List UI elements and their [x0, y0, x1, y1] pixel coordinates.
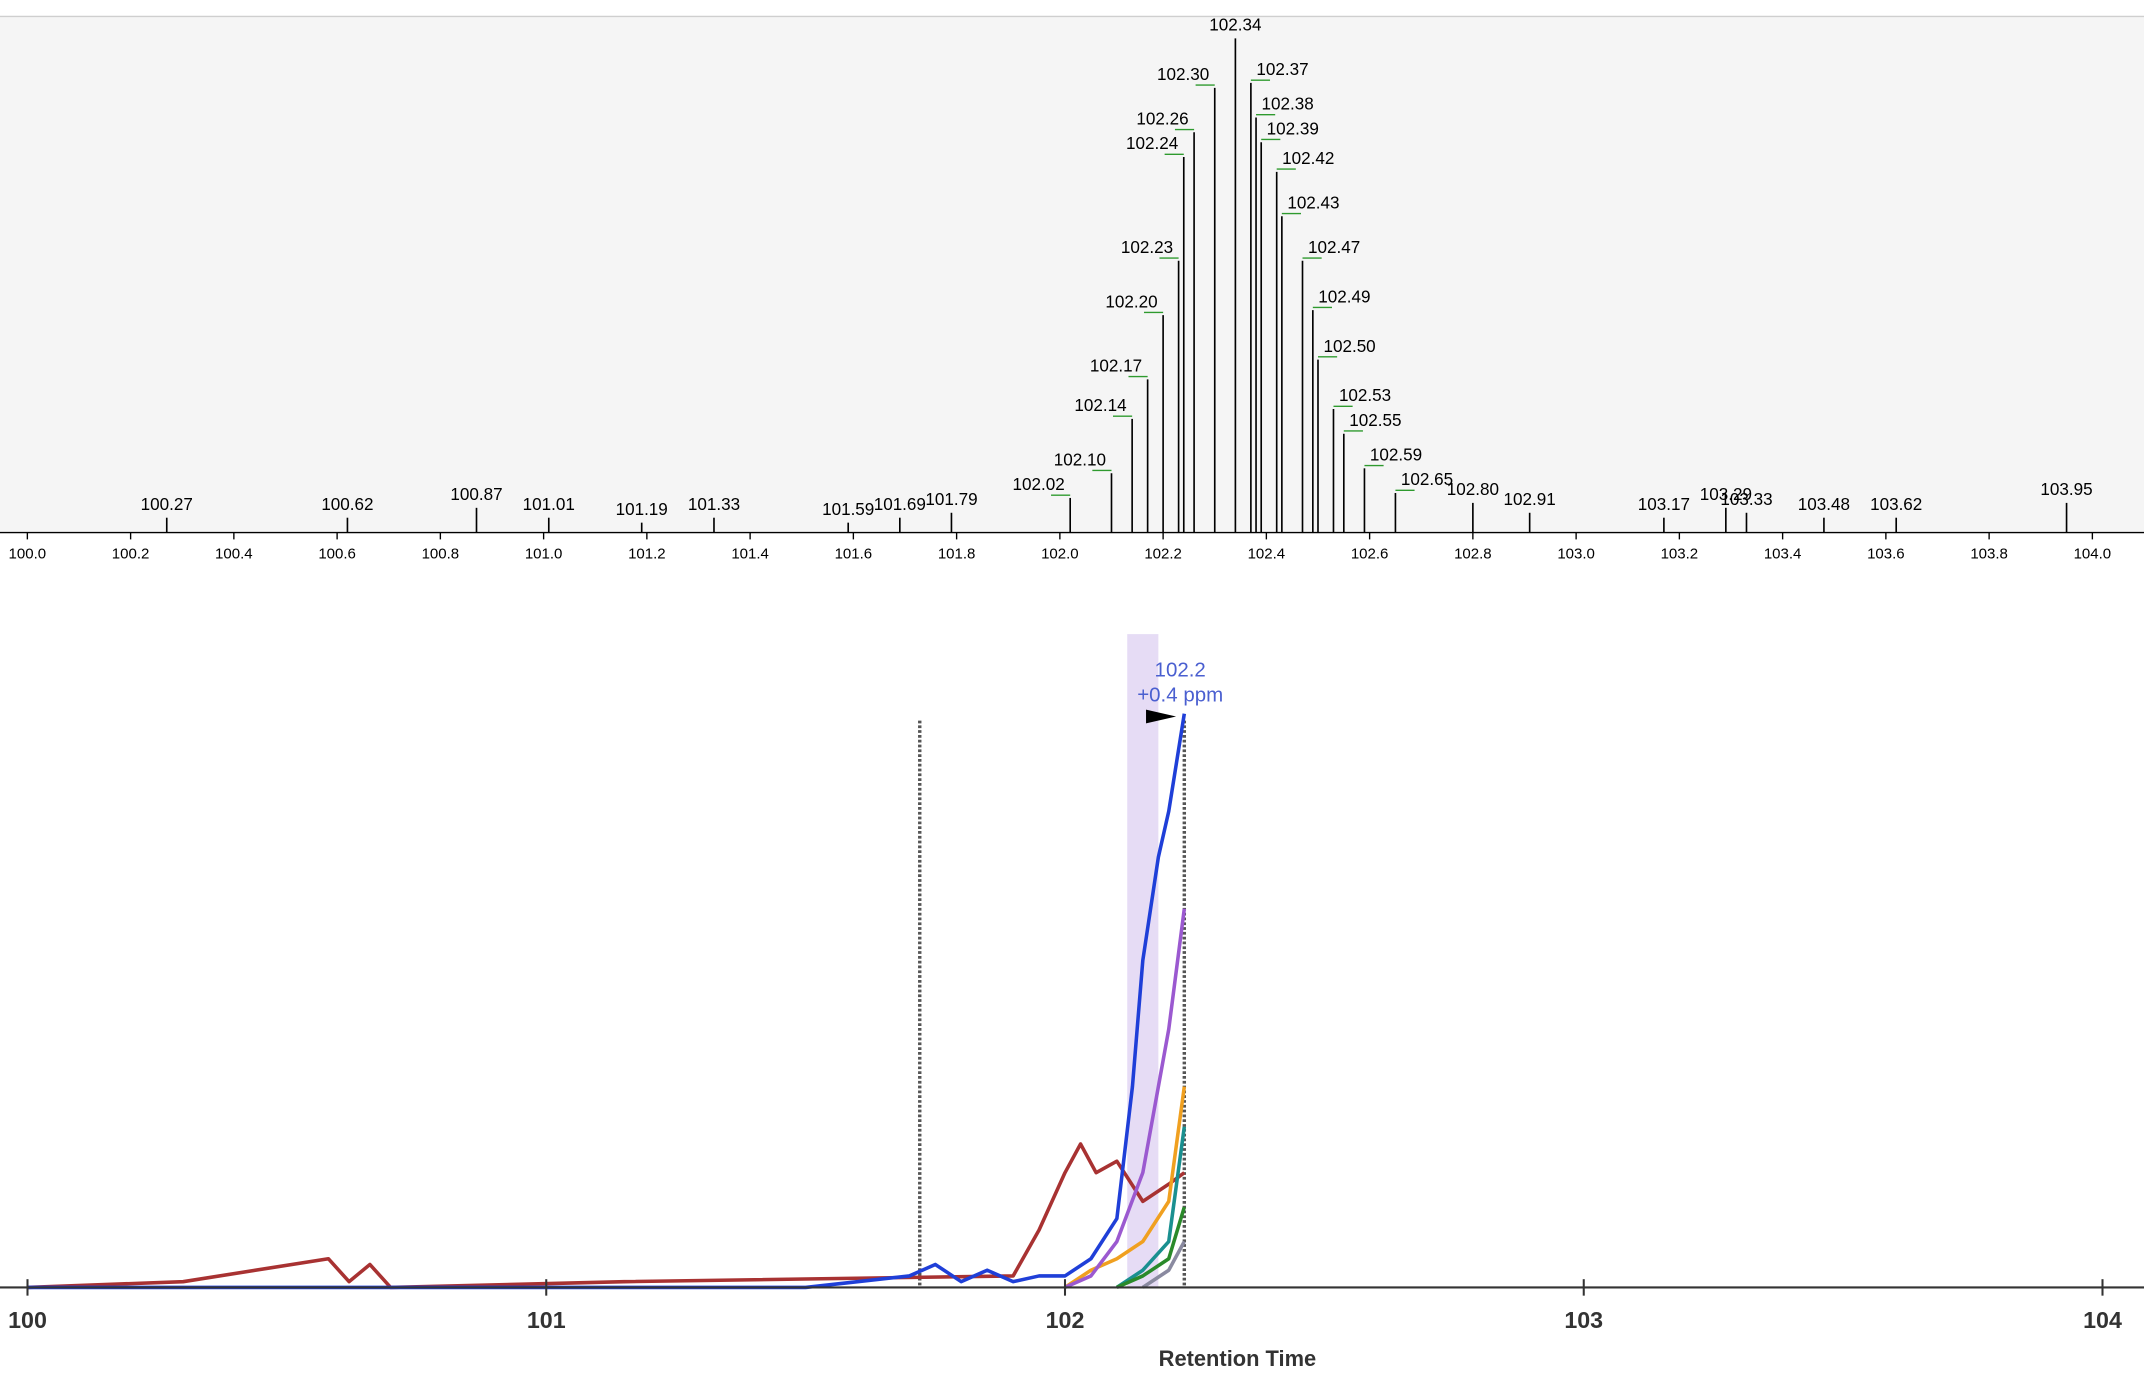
peak-label: 102.50	[1323, 337, 1375, 356]
peak-label: 102.20	[1105, 292, 1157, 311]
peak-label: 102.55	[1349, 411, 1401, 430]
peak-label: 102.17	[1090, 357, 1142, 376]
peak-label: 102.24	[1126, 134, 1179, 153]
peak-label: 102.59	[1370, 445, 1422, 464]
x-tick-label: 101	[527, 1307, 566, 1333]
x-tick-label: 102.6	[1351, 545, 1389, 562]
peak-label: 102.14	[1074, 396, 1127, 415]
peak-label: 102.37	[1256, 60, 1308, 79]
trace	[1064, 908, 1187, 1290]
x-tick-label: 103.2	[1661, 545, 1699, 562]
trace	[1141, 1240, 1186, 1289]
peak-label: 102.30	[1157, 65, 1209, 84]
x-axis-title: Retention Time	[1159, 1346, 1317, 1371]
x-tick-label: 100.6	[318, 545, 356, 562]
x-tick-label: 104.0	[2074, 545, 2112, 562]
x-tick-label: 100	[8, 1307, 47, 1333]
x-tick-label: 101.4	[731, 545, 769, 562]
annotation: +0.4 ppm	[1137, 683, 1223, 706]
x-tick-label: 103.8	[1970, 545, 2008, 562]
x-tick-label: 100.8	[422, 545, 460, 562]
x-tick-label: 103.4	[1764, 545, 1802, 562]
peak-label: 102.10	[1054, 450, 1106, 469]
peak-label: 102.47	[1308, 238, 1360, 257]
peak-label: 102.42	[1282, 149, 1334, 168]
x-tick-label: 101.2	[628, 545, 666, 562]
peak-label: 102.38	[1262, 95, 1314, 114]
x-tick-label: 103	[1564, 1307, 1603, 1333]
spectrum-background	[0, 16, 2144, 533]
x-tick-label: 101.6	[835, 545, 873, 562]
peak-label: 102.23	[1121, 238, 1173, 257]
peak-label: 101.19	[616, 500, 668, 519]
trace	[1064, 1086, 1187, 1289]
trace	[27, 1142, 1186, 1290]
peak-label: 103.62	[1870, 495, 1922, 514]
x-tick-label: 104	[2083, 1307, 2122, 1333]
peak-label: 103.95	[2040, 480, 2092, 499]
x-tick-label: 102.0	[1041, 545, 1079, 562]
peak-label: 102.39	[1267, 119, 1319, 138]
peak-label: 103.29	[1700, 485, 1752, 504]
x-tick-label: 102.8	[1454, 545, 1492, 562]
x-tick-label: 101.8	[938, 545, 976, 562]
peak-label: 101.33	[688, 495, 740, 514]
peak-label: 102.65	[1401, 470, 1453, 489]
peak-label: 103.48	[1798, 495, 1850, 514]
peak-label: 102.26	[1136, 109, 1188, 128]
annotation-arrow	[1146, 709, 1177, 724]
peak-label: 100.87	[450, 485, 502, 504]
trace	[1116, 1206, 1187, 1290]
peak-label: 102.49	[1318, 287, 1370, 306]
peak-label: 102.02	[1012, 475, 1064, 494]
x-tick-label: 102	[1046, 1307, 1085, 1333]
peak-label: 101.69	[874, 495, 926, 514]
x-tick-label: 102.2	[1144, 545, 1182, 562]
peak-label: 102.34	[1209, 16, 1262, 35]
x-tick-label: 103.0	[1557, 545, 1595, 562]
peak-label: 102.53	[1339, 386, 1391, 405]
x-tick-label: 101.0	[525, 545, 563, 562]
x-tick-label: 102.4	[1248, 545, 1286, 562]
x-tick-label: 100.4	[215, 545, 253, 562]
peak-label: 102.91	[1504, 490, 1556, 509]
peak-label: 100.62	[321, 495, 373, 514]
trace	[1115, 1126, 1187, 1289]
x-tick-label: 103.6	[1867, 545, 1905, 562]
peak-label: 103.33	[1720, 490, 1772, 509]
peak-label: 103.17	[1638, 495, 1690, 514]
peak-label: 101.01	[523, 495, 575, 514]
peak-label: 101.79	[925, 490, 977, 509]
annotation: 102.2	[1155, 659, 1206, 682]
peak-label: 100.27	[141, 495, 193, 514]
peak-label: 102.80	[1447, 480, 1499, 499]
x-tick-label: 100.2	[112, 545, 150, 562]
trace	[27, 713, 1187, 1290]
x-tick-label: 100.0	[9, 545, 47, 562]
peak-label: 102.43	[1287, 193, 1339, 212]
peak-label: 101.59	[822, 500, 874, 519]
